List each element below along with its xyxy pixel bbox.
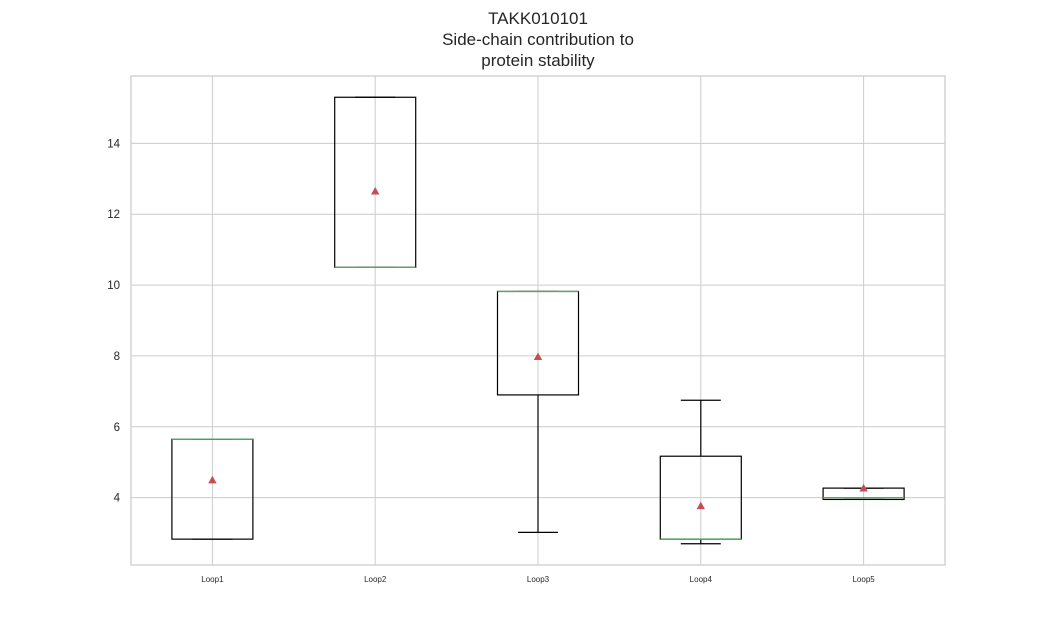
- box-layer: [171, 96, 905, 545]
- x-tick-label: Loop2: [364, 575, 387, 584]
- plot-frame: [130, 75, 946, 566]
- tick-labels: 4 6 8 10 12 14 Loop1 Loop2 Loop3 Loop4 Loop5: [107, 138, 875, 584]
- y-tick-label: 12: [107, 209, 120, 221]
- x-tick-label: Loop4: [690, 575, 713, 584]
- y-tick-label: 10: [107, 280, 120, 292]
- chart-title-line-1: TAKK010101: [488, 9, 588, 28]
- mean-marker: [859, 483, 868, 492]
- x-tick-label: Loop5: [852, 575, 875, 584]
- x-tick-label: Loop1: [201, 575, 224, 584]
- y-tick-label: 14: [107, 138, 120, 150]
- mean-marker: [208, 475, 217, 484]
- chart-title-line-2: Side-chain contribution to: [442, 30, 634, 49]
- chart-title-line-3: protein stability: [481, 51, 595, 70]
- mean-marker: [371, 186, 380, 195]
- plot-frame-rect: [130, 75, 946, 566]
- chart-title: TAKK010101 Side-chain contribution to pr…: [0, 8, 1050, 71]
- y-tick-label: 8: [114, 351, 120, 363]
- mean-marker: [533, 352, 543, 361]
- y-tick-label: 6: [114, 422, 120, 434]
- y-tick-label: 4: [114, 493, 121, 505]
- mean-marker: [696, 501, 705, 510]
- x-tick-label: Loop3: [527, 575, 550, 584]
